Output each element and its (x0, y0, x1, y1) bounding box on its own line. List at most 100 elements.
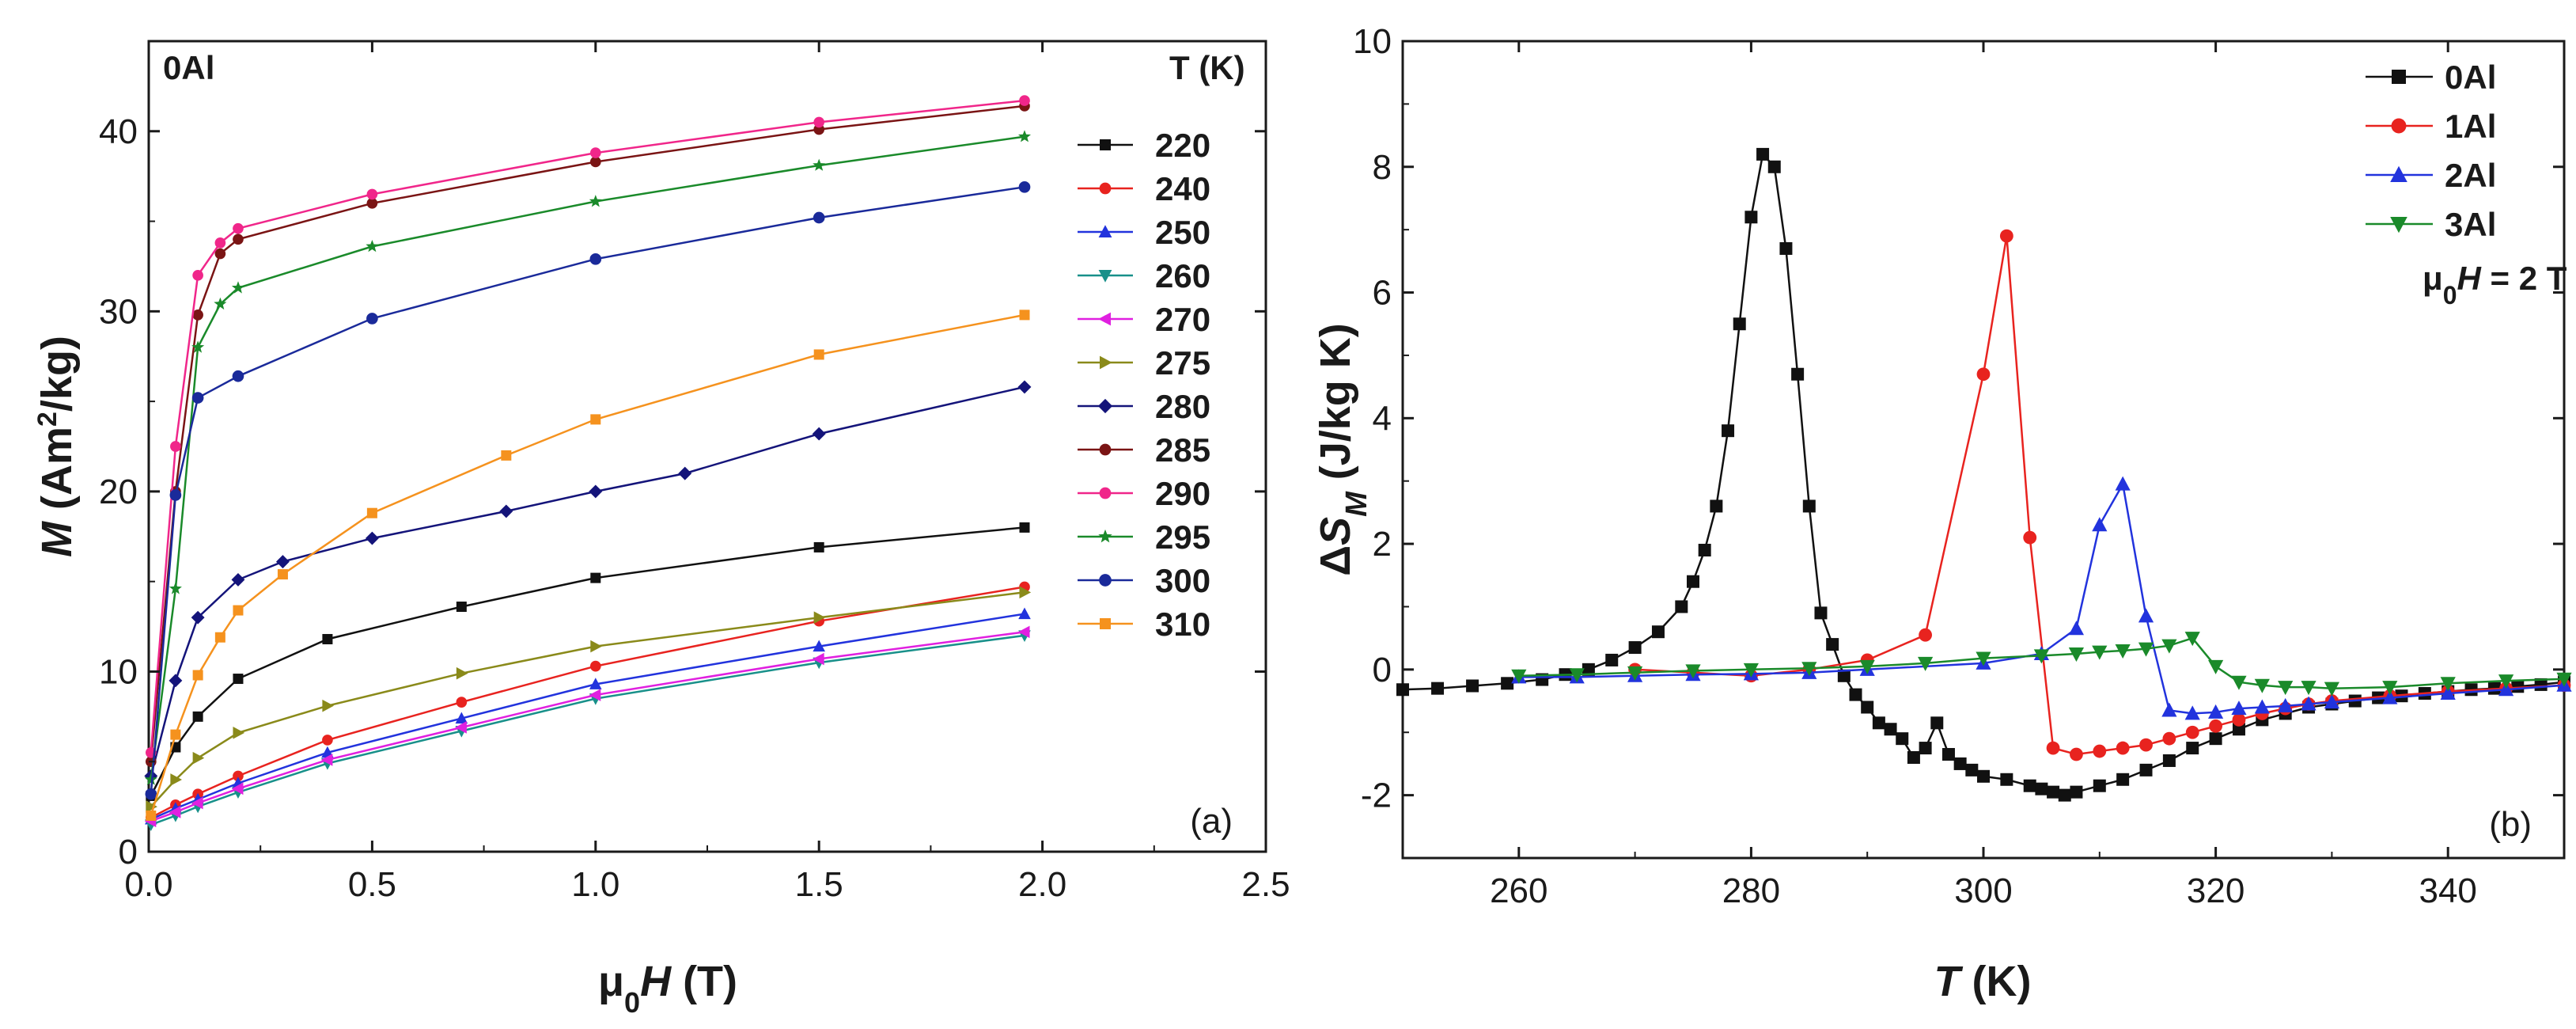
legend-item-270: 270 (1078, 301, 1210, 338)
data-point (1976, 367, 1991, 382)
series-line (150, 613, 1025, 821)
data-point (233, 674, 244, 685)
data-point (2070, 785, 2083, 799)
data-point (2254, 699, 2270, 714)
y-tick-label: 20 (99, 473, 138, 511)
data-point (1744, 211, 1758, 224)
series-line (150, 526, 1025, 797)
data-point (169, 806, 181, 818)
x-axis-label-text: μ0H (T) (598, 958, 737, 1019)
data-point (2184, 705, 2200, 720)
data-point (2023, 530, 2037, 545)
data-point (169, 674, 183, 688)
data-point (1501, 677, 1514, 690)
legend-label: 275 (1155, 344, 1210, 382)
y-tick-label: 10 (1353, 22, 1392, 61)
data-point (2162, 731, 2176, 746)
series-275 (146, 586, 1032, 813)
data-point (191, 796, 203, 810)
data-point (192, 309, 203, 321)
data-point (1605, 653, 1619, 666)
data-point (2301, 696, 2317, 711)
data-point (1802, 499, 1816, 513)
data-point (1582, 663, 1595, 676)
data-point (1767, 160, 1781, 173)
legend-label: 310 (1155, 606, 1210, 643)
data-point (2000, 773, 2013, 786)
data-point (1907, 750, 1920, 764)
legend-item-285: 285 (1078, 431, 1210, 469)
chart-panel-b: 260 280 300 320 340 -2 0 2 4 6 8 10 (b) 0Al 1Al 2Al 3A… (1312, 22, 2572, 1005)
legend-item-0Al: 0Al (2366, 59, 2496, 96)
data-point (1018, 180, 1031, 193)
data-point (455, 721, 467, 734)
data-point (2231, 675, 2247, 690)
series-line (150, 186, 1025, 795)
data-point (145, 788, 157, 800)
data-point (2068, 621, 2085, 636)
legend-label: 220 (1155, 127, 1210, 164)
data-point (169, 582, 182, 594)
legend-item-2Al: 2Al (2366, 157, 2496, 194)
data-point (2556, 672, 2572, 687)
data-point (456, 666, 468, 680)
data-point (170, 729, 181, 740)
data-point (320, 754, 333, 766)
series-270 (144, 625, 1030, 828)
data-point (813, 611, 826, 624)
data-point (590, 572, 601, 583)
legend-item-250: 250 (1078, 214, 1210, 251)
data-point (589, 484, 603, 499)
data-point (455, 712, 468, 724)
legend-label: 280 (1155, 388, 1210, 425)
x-tick-label: 1.5 (795, 865, 843, 904)
legend-label: 3Al (2445, 206, 2496, 243)
data-point (2301, 681, 2317, 696)
x-tick-label: 0.0 (124, 865, 172, 904)
data-point (170, 773, 183, 786)
data-point (366, 240, 379, 253)
data-point (812, 427, 826, 441)
data-point (1756, 147, 1770, 161)
data-point (1849, 688, 1862, 701)
data-point (589, 195, 602, 207)
chart-panel-a: 0.0 0.5 1.0 1.5 2.0 2.5 0 10 20 30 40 0Al (a) T (K… (32, 40, 1290, 1019)
data-point (214, 237, 226, 249)
data-point (2162, 754, 2176, 767)
x-tick-label: 1.0 (571, 865, 619, 904)
sample-label: 0Al (163, 49, 214, 86)
data-point (2046, 741, 2060, 755)
series-300 (145, 180, 1031, 800)
series-310 (146, 309, 1030, 821)
x-tick-label: 320 (2187, 871, 2245, 910)
data-point (2035, 782, 2048, 795)
x-axis-label-text: T (K) (1934, 958, 2032, 1005)
legend-marker (1099, 443, 1112, 456)
data-point (813, 541, 824, 552)
legend-label: 240 (1155, 170, 1210, 207)
data-point (1837, 669, 1851, 682)
data-point (813, 640, 825, 652)
data-point (232, 370, 244, 382)
data-point (231, 281, 244, 294)
data-point (2498, 674, 2514, 689)
data-point (501, 450, 512, 461)
series-290 (145, 95, 1030, 758)
data-point (1976, 651, 1991, 666)
legend-item-275: 275 (1078, 344, 1210, 382)
data-point (1779, 241, 1793, 255)
data-point (589, 678, 602, 689)
y-tick-label: 30 (99, 292, 138, 331)
data-point (813, 652, 824, 666)
legend-marker (1098, 225, 1112, 237)
legend-label: 1Al (2445, 108, 2496, 145)
data-point (1019, 95, 1030, 106)
data-point (1396, 683, 1409, 697)
legend-item-220: 220 (1078, 127, 1210, 164)
y-tick-label: 8 (1373, 148, 1392, 187)
data-point (1511, 669, 1527, 684)
data-point (2138, 608, 2154, 623)
legend-marker (1099, 574, 1112, 587)
data-point (1999, 229, 2013, 243)
